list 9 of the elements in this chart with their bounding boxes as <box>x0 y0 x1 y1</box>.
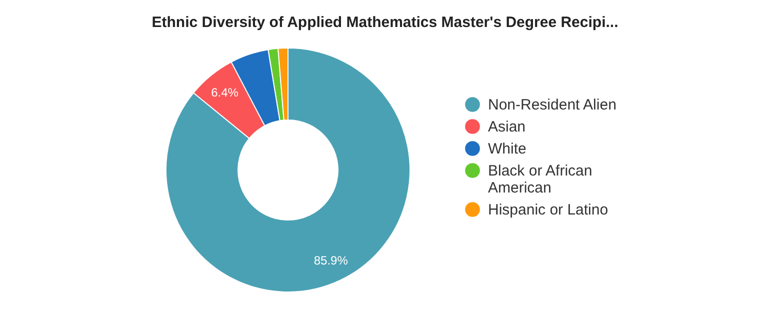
legend-label: Asian <box>488 118 526 136</box>
chart-title: Ethnic Diversity of Applied Mathematics Master's Degree Recipi... <box>152 14 618 31</box>
data-label: 6.4% <box>211 86 239 100</box>
legend-label: Black or African American <box>488 162 592 196</box>
legend-label: Hispanic or Latino <box>488 202 608 218</box>
legend-label: White <box>488 140 526 158</box>
legend-label: Non-Resident Alien <box>488 96 616 114</box>
data-label: 85.9% <box>314 253 348 268</box>
donut-slice <box>166 48 410 292</box>
